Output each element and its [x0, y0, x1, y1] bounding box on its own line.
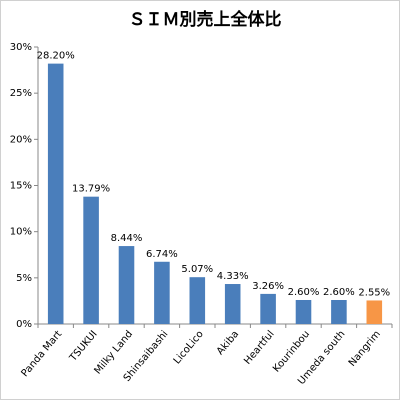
y-tick-label: 30% [10, 42, 32, 53]
bar [295, 299, 312, 324]
bar [366, 300, 383, 324]
y-tick-label: 5% [16, 273, 32, 284]
data-label: 3.26% [252, 281, 284, 292]
bar [331, 299, 347, 324]
data-label: 28.20% [37, 51, 75, 62]
data-label: 6.74% [146, 249, 178, 260]
bar [118, 246, 135, 324]
data-label: 13.79% [72, 184, 110, 195]
data-label: 2.60% [323, 287, 355, 298]
data-label: 4.33% [217, 271, 249, 282]
data-label: 2.55% [358, 287, 390, 298]
y-tick-label: 0% [16, 319, 32, 330]
data-label: 2.60% [288, 287, 320, 298]
bar [47, 63, 64, 325]
y-tick-label: 20% [10, 134, 32, 145]
chart-title: ＳＩＭ別売上全体比 [129, 9, 282, 30]
bar [154, 261, 170, 324]
y-tick-label: 10% [10, 227, 32, 238]
data-label: 5.07% [181, 264, 213, 275]
y-tick-label: 25% [10, 88, 32, 99]
bar [189, 277, 206, 324]
data-label: 8.44% [111, 233, 143, 244]
bar [224, 284, 241, 324]
bar [260, 293, 276, 324]
y-tick-label: 15% [10, 181, 32, 192]
bar [83, 196, 99, 324]
